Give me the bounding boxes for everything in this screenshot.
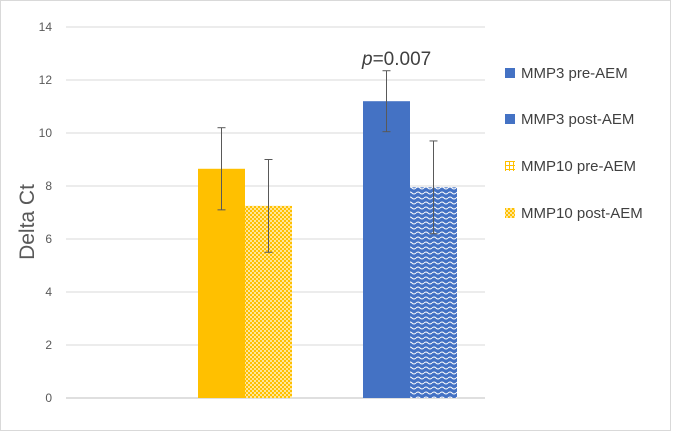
y-tick-label: 2 — [45, 338, 52, 352]
y-tick-label: 6 — [45, 232, 52, 246]
bar — [363, 101, 410, 398]
legend-label: MMP10 post-AEM — [521, 205, 643, 222]
y-axis-ticks: 0 2 4 6 8 10 12 14 — [39, 20, 53, 405]
p-value-italic: p — [361, 49, 373, 70]
y-tick-label: 8 — [45, 179, 52, 193]
y-tick-label: 4 — [45, 285, 52, 299]
y-axis-label: Delta Ct — [16, 184, 39, 260]
legend-label: MMP3 post-AEM — [521, 111, 634, 128]
bars — [198, 101, 457, 398]
legend: MMP3 pre-AEM MMP3 post-AEM MMP10 pre-AEM MM… — [505, 65, 643, 222]
legend-swatch — [505, 161, 515, 171]
y-tick-label: 10 — [39, 126, 53, 140]
p-value-annotation: p=0.007 — [361, 49, 431, 70]
error-bars — [217, 70, 438, 253]
legend-swatch — [505, 68, 515, 78]
legend-label: MMP10 pre-AEM — [521, 158, 636, 175]
legend-swatch — [505, 208, 515, 218]
legend-swatch — [505, 114, 515, 124]
y-tick-label: 12 — [39, 73, 53, 87]
y-tick-label: 0 — [45, 391, 52, 405]
y-tick-label: 14 — [39, 20, 53, 34]
legend-label: MMP3 pre-AEM — [521, 65, 628, 82]
p-value-text: =0.007 — [373, 49, 432, 70]
